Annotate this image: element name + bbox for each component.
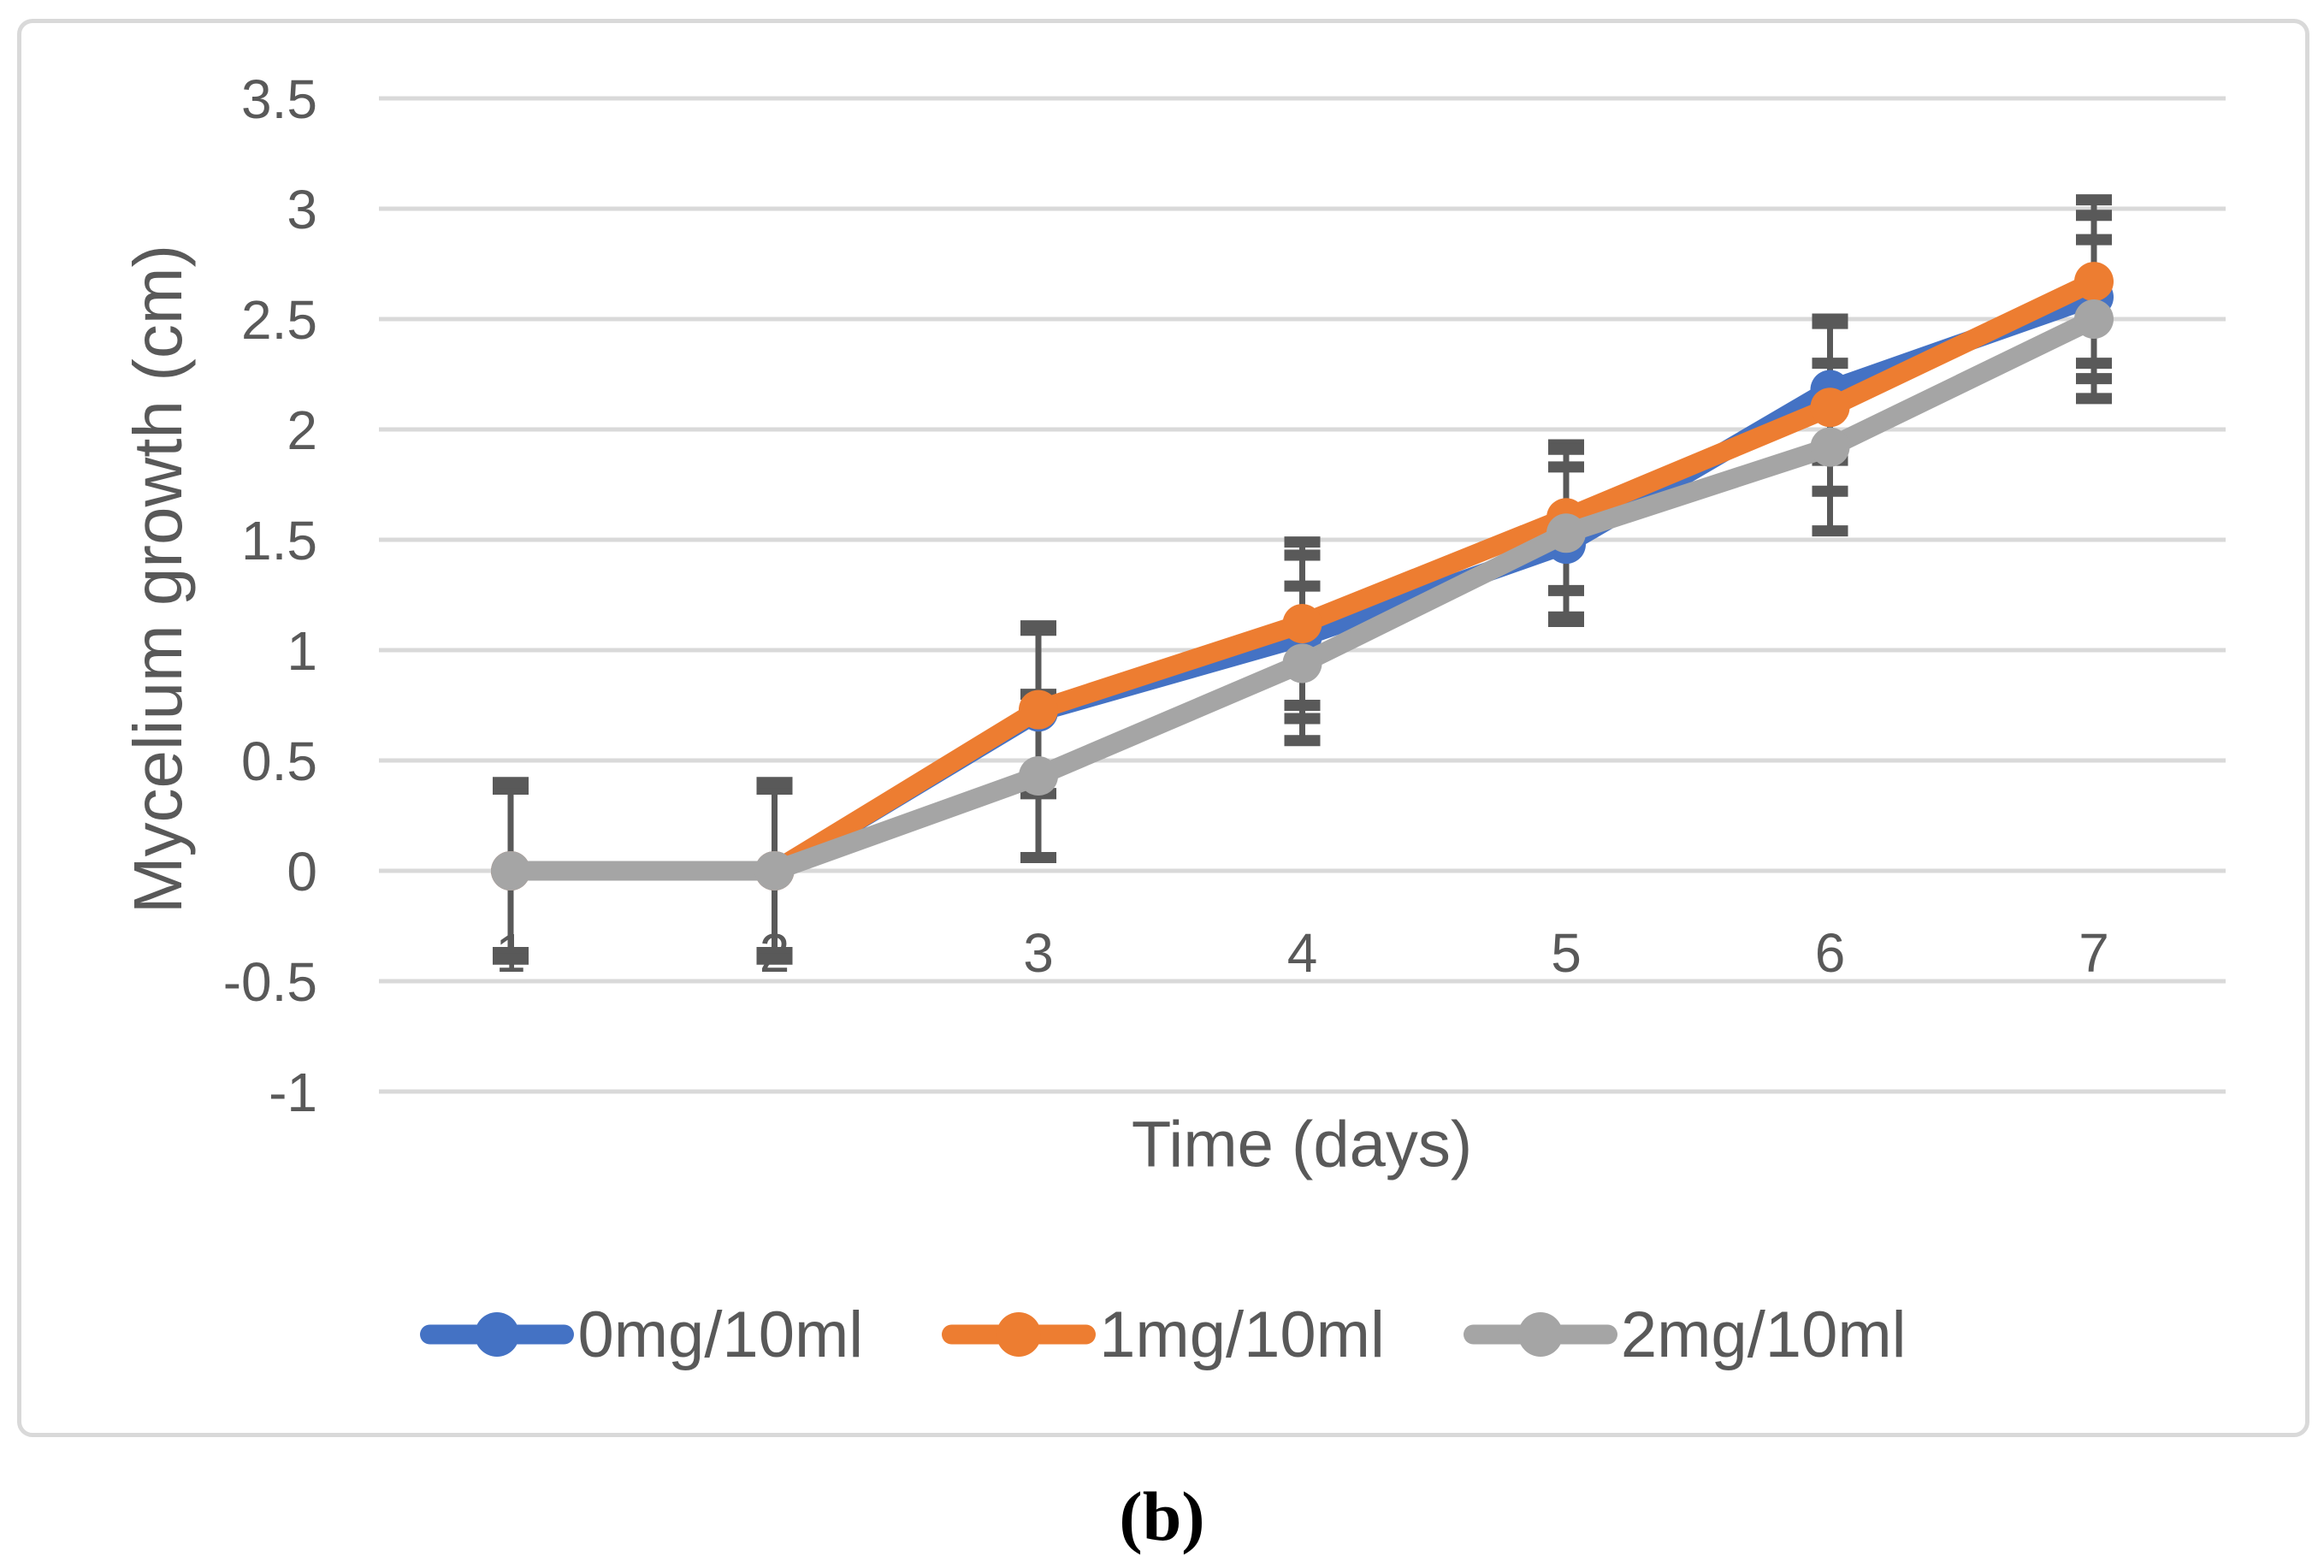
data-point-marker bbox=[1546, 513, 1586, 553]
x-tick-label: 5 bbox=[1551, 922, 1582, 984]
y-tick-label: 3 bbox=[287, 179, 317, 240]
y-tick-label: 2.5 bbox=[241, 289, 317, 351]
legend-label: 1mg/10ml bbox=[1099, 1298, 1385, 1371]
legend-label: 0mg/10ml bbox=[577, 1298, 864, 1371]
data-point-marker bbox=[754, 851, 795, 891]
line-chart-plot: 3.532.521.510.50-0.5-11234567 bbox=[223, 68, 2226, 1123]
legend-dot-icon bbox=[1517, 1312, 1563, 1357]
legend-marker-icon bbox=[942, 1296, 1097, 1373]
x-tick-label: 4 bbox=[1287, 922, 1318, 984]
legend-item-2mg: 2mg/10ml bbox=[1463, 1296, 1907, 1373]
legend-marker-icon bbox=[420, 1296, 575, 1373]
legend-item-1mg: 1mg/10ml bbox=[942, 1296, 1385, 1373]
data-point-marker bbox=[1810, 388, 1850, 428]
y-tick-label: -1 bbox=[269, 1062, 317, 1123]
data-point-marker bbox=[2074, 299, 2114, 339]
y-tick-label: 2 bbox=[287, 399, 317, 461]
y-tick-label: 1 bbox=[287, 620, 317, 682]
x-tick-label: 6 bbox=[1815, 922, 1846, 984]
data-point-marker bbox=[1282, 643, 1322, 683]
legend-label: 2mg/10ml bbox=[1620, 1298, 1907, 1371]
data-point-marker bbox=[1810, 427, 1850, 467]
y-axis-title: Mycelium growth (cm) bbox=[120, 244, 196, 914]
legend-item-0mg: 0mg/10ml bbox=[420, 1296, 863, 1373]
y-tick-label: 1.5 bbox=[241, 510, 317, 571]
y-tick-label: 0.5 bbox=[241, 731, 317, 792]
y-tick-label: -0.5 bbox=[223, 951, 317, 1013]
legend-marker-icon bbox=[1463, 1296, 1617, 1373]
x-tick-label: 3 bbox=[1023, 922, 1054, 984]
y-tick-label: 3.5 bbox=[241, 68, 317, 130]
data-point-marker bbox=[1019, 689, 1058, 730]
legend-dot-icon bbox=[996, 1312, 1042, 1357]
legend-dot-icon bbox=[475, 1312, 520, 1357]
x-axis-title: Time (days) bbox=[1131, 1108, 1473, 1181]
data-point-marker bbox=[491, 851, 530, 891]
chart-panel: 3.532.521.510.50-0.5-11234567 Mycelium g… bbox=[17, 19, 2309, 1437]
y-tick-label: 0 bbox=[287, 841, 317, 902]
data-point-marker bbox=[1019, 756, 1058, 796]
legend: 0mg/10ml 1mg/10ml 2mg/10ml bbox=[21, 1296, 2305, 1373]
figure-caption: (b) bbox=[1119, 1477, 1205, 1555]
data-point-marker bbox=[2074, 262, 2114, 302]
x-tick-label: 7 bbox=[2079, 922, 2109, 984]
data-point-marker bbox=[1282, 604, 1322, 644]
